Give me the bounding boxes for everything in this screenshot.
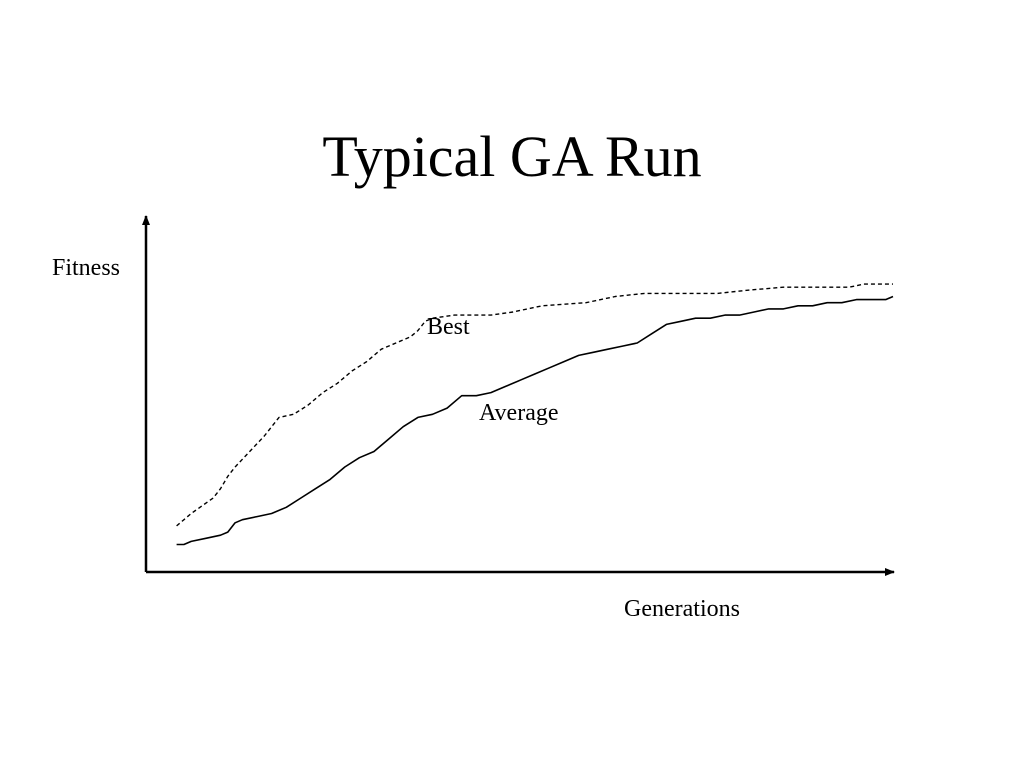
x-axis-label: Generations <box>624 596 740 622</box>
series-line-best <box>176 283 893 527</box>
series-label-average: Average <box>479 400 559 426</box>
y-axis-label: Fitness <box>52 255 120 281</box>
slide-title: Typical GA Run <box>322 124 702 189</box>
series-label-best: Best <box>427 314 470 340</box>
series-line-average <box>176 295 894 546</box>
series-layer <box>176 283 894 546</box>
